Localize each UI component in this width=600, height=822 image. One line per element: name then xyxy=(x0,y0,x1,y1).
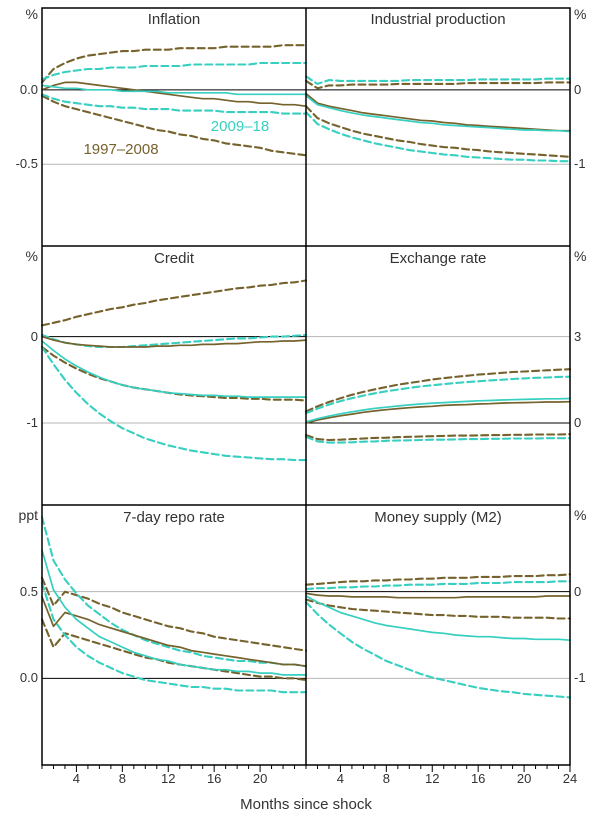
y-tick-label: 0 xyxy=(574,583,582,599)
series-1997–2008-mean xyxy=(41,81,307,108)
legend-label-1997-2008: 1997–2008 xyxy=(83,141,159,158)
x-tick-label: 20 xyxy=(516,771,532,786)
panel-title-repo-rate: 7-day repo rate xyxy=(123,509,225,526)
y-tick-label: 0 xyxy=(574,414,582,430)
unit-label-row2-right: % xyxy=(574,248,587,264)
unit-label-row3-right: % xyxy=(574,507,587,523)
x-tick-label: 12 xyxy=(161,771,176,786)
y-tick-label: 3 xyxy=(574,328,582,344)
series-2009–18-upper-band xyxy=(304,580,572,591)
y-tick-label: -1 xyxy=(574,670,586,686)
series-2009–18-upper-band xyxy=(40,61,308,81)
series-2009–18-upper-band xyxy=(304,75,572,85)
panel-title-money-supply: Money supply (M2) xyxy=(374,509,502,526)
series-1997–2008-lower-band xyxy=(304,105,572,158)
unit-label-row1-right: % xyxy=(574,6,587,22)
series-2009–18-lower-band xyxy=(304,435,572,444)
series-1997–2008-upper-band xyxy=(40,279,308,327)
panel-title-inflation: Inflation xyxy=(147,11,201,28)
series-2009–18-lower-band xyxy=(40,345,308,462)
series-2009–18-lower-band xyxy=(40,93,308,115)
y-tick-label: 0 xyxy=(30,328,38,344)
x-axis-label: Months since shock xyxy=(240,796,372,813)
x-tick-label: 16 xyxy=(206,771,222,786)
series-2009–18-lower-band xyxy=(304,111,572,163)
panel-title-industrial-production: Industrial production xyxy=(370,11,506,28)
series-1997–2008-mean xyxy=(41,596,307,668)
series-1997–2008-upper-band xyxy=(40,576,308,652)
unit-label-row2-left: % xyxy=(25,248,38,264)
x-tick-label: 20 xyxy=(252,771,268,786)
series-2009–18-lower-band xyxy=(40,581,308,694)
panel-title-credit: Credit xyxy=(153,250,194,267)
series-1997–2008-lower-band xyxy=(304,598,572,620)
unit-label-row3-left: ppt xyxy=(18,507,38,523)
series-1997–2008-upper-band xyxy=(304,368,572,413)
x-tick-label: 16 xyxy=(470,771,486,786)
series-2009–18-mean xyxy=(41,549,307,676)
series-1997–2008-mean xyxy=(305,592,571,599)
x-tick-label: 12 xyxy=(425,771,440,786)
x-tick-label: 8 xyxy=(118,771,126,786)
series-1997–2008-mean xyxy=(41,335,307,348)
y-tick-label: 0.0 xyxy=(19,670,38,686)
series-2009–18-mean xyxy=(305,397,571,423)
series-2009–18-mean xyxy=(41,340,307,398)
x-tick-label: 4 xyxy=(336,771,345,786)
series-1997–2008-mean xyxy=(305,400,571,424)
series-2009–18-lower-band xyxy=(304,601,572,699)
y-tick-label: -0.5 xyxy=(15,156,38,172)
series-2009–18-mean xyxy=(305,94,571,133)
series-1997–2008-upper-band xyxy=(304,79,572,90)
y-tick-label: 0 xyxy=(574,81,582,97)
x-tick-label: 24 xyxy=(562,771,578,786)
series-2009–18-mean xyxy=(305,595,571,642)
series-1997–2008-upper-band xyxy=(304,573,572,586)
y-tick-label: 0.0 xyxy=(19,81,38,97)
series-1997–2008-lower-band xyxy=(40,94,308,157)
series-1997–2008-mean xyxy=(305,92,571,132)
series-2009–18-upper-band xyxy=(304,375,572,415)
series-1997–2008-lower-band xyxy=(304,433,572,442)
x-tick-label: 4 xyxy=(72,771,81,786)
panel-title-exchange-rate: Exchange rate xyxy=(389,250,487,267)
series-2009–18-upper-band xyxy=(40,516,308,668)
series-2009–18-mean xyxy=(41,84,307,96)
y-tick-label: -1 xyxy=(26,414,38,430)
unit-label-row1-left: % xyxy=(25,6,38,22)
y-tick-label: 0.5 xyxy=(19,583,38,599)
y-tick-label: -1 xyxy=(574,156,586,172)
x-tick-label: 8 xyxy=(382,771,390,786)
legend-label-2009-18: 2009–18 xyxy=(210,118,270,135)
